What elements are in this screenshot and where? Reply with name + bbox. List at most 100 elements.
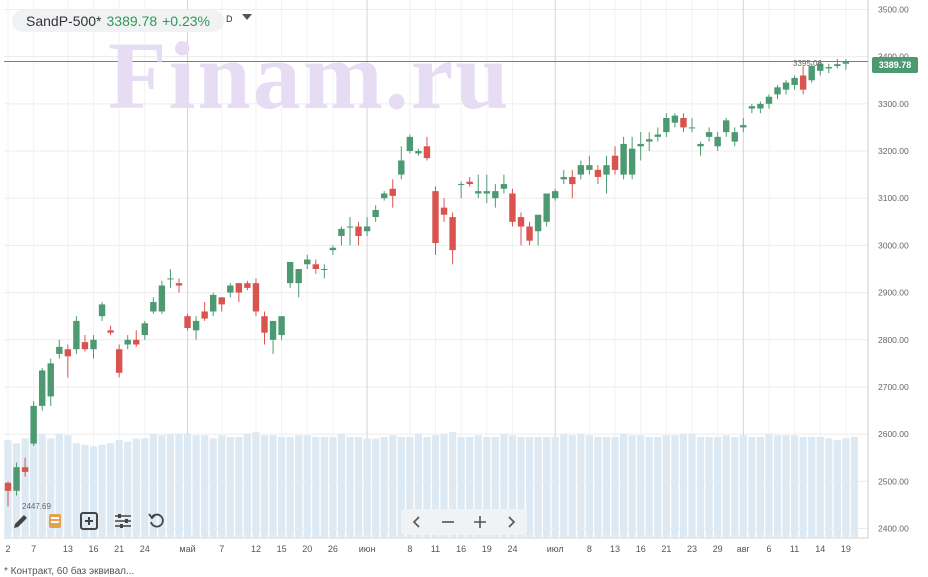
- candle-body: [825, 67, 832, 69]
- candle-body: [81, 342, 89, 350]
- candle-body: [30, 405, 37, 444]
- candle-body: [295, 269, 302, 284]
- period-label[interactable]: D: [226, 14, 233, 24]
- candle-body: [269, 320, 277, 340]
- candle-body: [543, 193, 550, 222]
- volume-bar: [850, 436, 859, 538]
- volume-bar: [269, 435, 277, 538]
- volume-bar: [89, 446, 98, 538]
- candle-body: [261, 316, 268, 333]
- volume-bar: [602, 436, 611, 538]
- candle-body: [671, 115, 679, 123]
- candle-body: [210, 294, 217, 312]
- volume-bar: [397, 436, 405, 538]
- x-tick-label: июл: [547, 544, 564, 554]
- volume-bar: [141, 438, 149, 538]
- candle-body: [158, 285, 166, 312]
- candle-body: [56, 346, 63, 354]
- candle-body: [646, 139, 653, 142]
- candle-body: [475, 191, 482, 194]
- candle-body: [432, 191, 439, 244]
- candle-body: [133, 339, 140, 345]
- candle-body: [680, 117, 687, 128]
- candle-body: [705, 132, 713, 137]
- x-tick-label: 19: [841, 544, 851, 554]
- volume-bar: [645, 436, 653, 538]
- volume-bar: [500, 433, 508, 538]
- y-tick-label: 2800.00: [878, 335, 909, 345]
- candle-body: [124, 339, 131, 345]
- volume-bar: [816, 436, 824, 538]
- candle-body: [611, 155, 619, 170]
- volume-bar: [38, 433, 46, 538]
- volume-bar: [705, 436, 713, 538]
- candle-body: [534, 214, 542, 232]
- candle-body: [363, 226, 371, 232]
- volume-bar: [551, 436, 559, 538]
- candle-body: [457, 184, 465, 186]
- y-tick-label: 3400.00: [878, 52, 909, 62]
- reset-icon[interactable]: [144, 508, 170, 534]
- candle-body: [184, 316, 191, 328]
- volume-bar: [654, 436, 662, 538]
- volume-bar: [30, 433, 38, 538]
- volume-bar: [688, 433, 696, 538]
- chevron-left-icon[interactable]: [405, 510, 429, 534]
- chevron-down-icon[interactable]: [242, 14, 252, 20]
- volume-bar: [98, 444, 106, 538]
- volume-bar: [739, 435, 747, 538]
- candle-body: [398, 160, 405, 175]
- volume-bar: [731, 436, 739, 538]
- volume-bar: [474, 435, 482, 538]
- volume-bar: [431, 435, 440, 538]
- candle-body: [628, 148, 636, 175]
- y-tick-label: 2700.00: [878, 382, 909, 392]
- candle-body: [594, 169, 602, 177]
- candle-body: [654, 134, 661, 137]
- zoom-out-icon[interactable]: [436, 510, 460, 534]
- ticker-selector[interactable]: SandP-500* 3389.78 +0.23%: [12, 10, 224, 32]
- candle-body: [423, 146, 431, 159]
- candle-body: [560, 176, 567, 180]
- candle-body: [167, 278, 174, 280]
- candle-body: [21, 467, 29, 472]
- candle-body: [73, 320, 80, 350]
- candle-body: [235, 283, 243, 293]
- candle-body: [440, 207, 448, 215]
- volume-bar: [389, 435, 397, 538]
- drawing-toolbar: [8, 508, 170, 534]
- candle-body: [569, 176, 576, 185]
- volume-bar: [278, 436, 286, 538]
- y-tick-label: 2400.00: [878, 524, 909, 534]
- volume-bar: [312, 436, 320, 538]
- chevron-right-icon[interactable]: [499, 510, 523, 534]
- candle-body: [586, 165, 593, 170]
- zoom-in-icon[interactable]: [468, 510, 492, 534]
- candle-body: [799, 75, 807, 90]
- pencil-icon[interactable]: [8, 508, 34, 534]
- add-indicator-icon[interactable]: [76, 508, 102, 534]
- volume-bar: [260, 435, 269, 538]
- candle-body: [697, 143, 704, 147]
- candle-body: [663, 117, 670, 133]
- candle-body: [714, 136, 721, 147]
- candle-body: [107, 330, 114, 333]
- candle-body: [355, 226, 362, 236]
- x-tick-label: 21: [661, 544, 671, 554]
- volume-bar: [107, 443, 115, 538]
- volume-bar: [842, 438, 850, 538]
- volume-bar: [243, 433, 251, 538]
- settings-sliders-icon[interactable]: [110, 508, 136, 534]
- candle-body: [278, 316, 285, 336]
- x-tick-label: 8: [587, 544, 592, 554]
- candle-body: [90, 339, 97, 350]
- y-tick-label: 3000.00: [878, 240, 909, 250]
- volume-bar: [560, 433, 568, 538]
- x-tick-label: 11: [790, 544, 799, 554]
- volume-bar: [594, 436, 602, 538]
- layers-icon[interactable]: [42, 508, 68, 534]
- candle-body: [98, 304, 106, 317]
- candle-body: [731, 132, 738, 142]
- candle-body: [740, 125, 747, 128]
